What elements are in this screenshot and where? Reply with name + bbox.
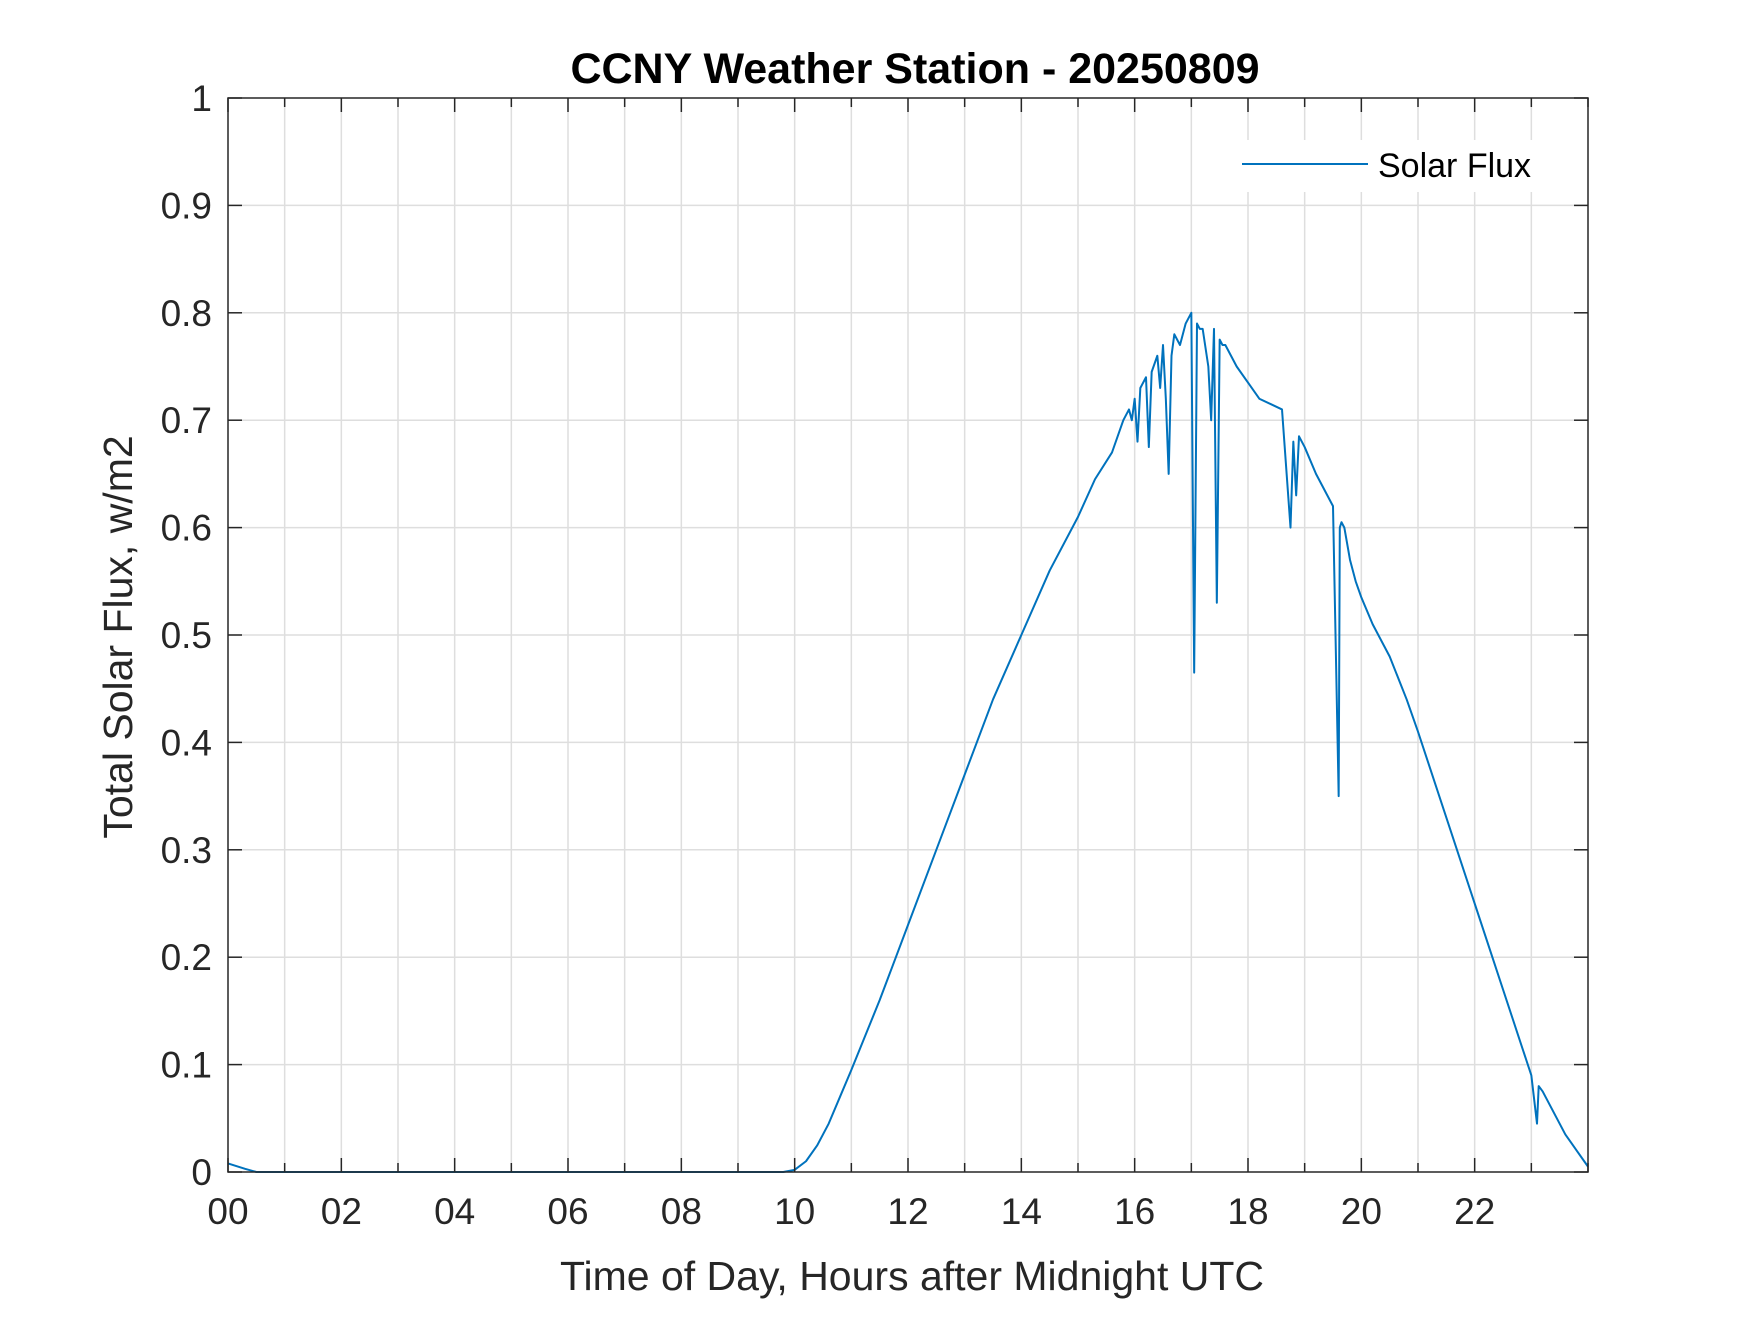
legend-box: [1232, 140, 1568, 192]
x-tick-label: 08: [661, 1191, 702, 1232]
y-tick-label: 0.9: [161, 185, 212, 226]
y-tick-label: 0.8: [161, 293, 212, 334]
plot-area-border: [227, 97, 1589, 1173]
x-axis-label: Time of Day, Hours after Midnight UTC: [560, 1253, 1264, 1299]
legend-label: Solar Flux: [1378, 147, 1531, 185]
y-tick-label: 0.3: [161, 830, 212, 871]
x-tick-label: 00: [207, 1191, 248, 1232]
legend: Solar Flux: [1232, 140, 1568, 192]
x-tick-label: 06: [547, 1191, 588, 1232]
series-layer: [227, 311, 1589, 1173]
y-tick-label: 0.2: [161, 937, 212, 978]
y-tick-label: 0: [191, 1152, 212, 1193]
y-axis-label: Total Solar Flux, w/m2: [95, 435, 141, 838]
x-tick-label: 14: [1001, 1191, 1042, 1232]
y-tick-label: 0.1: [161, 1045, 212, 1086]
y-tick-label: 0.7: [161, 400, 212, 441]
axes: 0 0.1 0.2 0.3 0.4 0.5 0.6 0.7 0.8 0.9 1 00 02 04 06 08 1…: [161, 78, 1589, 1232]
y-tick-label: 0.6: [161, 508, 212, 549]
y-tick-label: 1: [191, 78, 212, 119]
chart-title: CCNY Weather Station - 20250809: [570, 45, 1259, 93]
x-tick-label: 12: [887, 1191, 928, 1232]
x-tick-label: 22: [1454, 1191, 1495, 1232]
y-tick-label: 0.5: [161, 615, 212, 656]
x-tick-label: 10: [774, 1191, 815, 1232]
x-tick-label: 02: [321, 1191, 362, 1232]
x-tick-label: 20: [1341, 1191, 1382, 1232]
x-tick-label: 16: [1114, 1191, 1155, 1232]
x-tick-label: 04: [434, 1191, 475, 1232]
x-tick-label: 18: [1227, 1191, 1268, 1232]
y-tick-label: 0.4: [161, 722, 212, 763]
series-line-solar-flux: [227, 311, 1589, 1173]
